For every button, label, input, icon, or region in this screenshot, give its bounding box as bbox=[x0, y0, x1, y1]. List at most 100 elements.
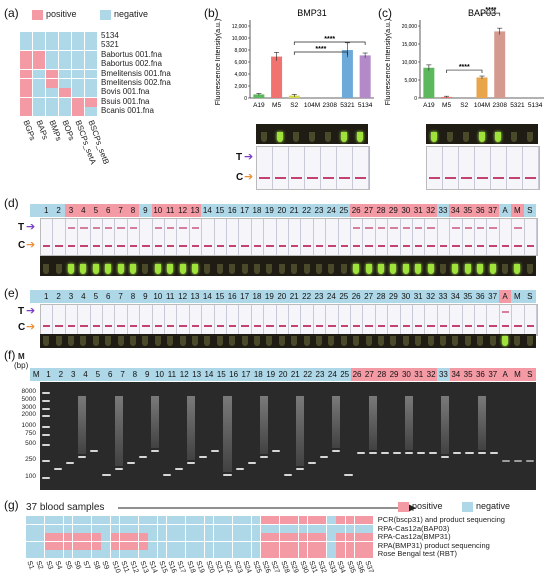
heatmap-g-cell bbox=[261, 541, 270, 550]
control-band bbox=[266, 325, 274, 327]
bap03-y-label: Fluorescence Intensity(a.u.) bbox=[385, 19, 392, 105]
heatmap-g-cell bbox=[185, 524, 195, 533]
lane-number: A bbox=[498, 368, 512, 381]
heatmap-g-row-label: Rose Bengal test (RBT) bbox=[377, 549, 457, 559]
samples-arrow-icon bbox=[118, 504, 416, 512]
gel-band bbox=[513, 460, 522, 462]
heatmap-g-cell bbox=[223, 533, 233, 542]
agarose-gel-image bbox=[40, 382, 536, 490]
legend-positive-swatch bbox=[32, 10, 43, 20]
control-band bbox=[365, 245, 373, 247]
heatmap-g-cell bbox=[138, 524, 148, 533]
control-band bbox=[390, 245, 398, 247]
heatmap-a-cell bbox=[59, 69, 72, 79]
reaction-tube bbox=[431, 132, 437, 142]
heatmap-g-cell bbox=[120, 533, 129, 542]
gel-smear bbox=[296, 396, 305, 466]
control-band bbox=[291, 325, 299, 327]
heatmap-a-cell bbox=[46, 50, 59, 60]
lane-number: 31 bbox=[412, 368, 425, 381]
heatmap-g-cell bbox=[289, 516, 298, 524]
marker-size-label: 5000 bbox=[21, 396, 36, 403]
control-band bbox=[117, 245, 125, 247]
heatmap-a-cell bbox=[72, 60, 85, 69]
lane-number: 13 bbox=[190, 368, 203, 381]
test-strip bbox=[524, 305, 537, 335]
bap03-bar bbox=[476, 77, 488, 98]
test-strip bbox=[78, 305, 91, 335]
heatmap-g-cell bbox=[289, 541, 298, 550]
test-strip bbox=[152, 305, 165, 335]
reaction-tube bbox=[293, 132, 299, 142]
control-band bbox=[339, 177, 350, 179]
heatmap-g-cell bbox=[176, 550, 186, 559]
marker-size-label: 8000 bbox=[21, 388, 36, 395]
test-strip bbox=[53, 219, 66, 255]
heatmap-g-cell bbox=[129, 550, 139, 559]
reaction-tube bbox=[353, 264, 360, 274]
reaction-tube bbox=[204, 264, 211, 274]
heatmap-a-cell bbox=[72, 32, 85, 41]
legend-negative-swatch bbox=[100, 10, 111, 20]
test-band bbox=[353, 227, 361, 229]
control-band bbox=[355, 177, 366, 179]
heatmap-g-cell bbox=[345, 516, 355, 524]
bmp31-significance-bracket bbox=[293, 51, 348, 55]
lane-number: 2 bbox=[54, 368, 67, 381]
control-band bbox=[154, 325, 162, 327]
gel-band bbox=[344, 474, 353, 476]
test-strip bbox=[443, 147, 459, 189]
reaction-tube bbox=[340, 336, 347, 346]
heatmap-g-cell bbox=[279, 516, 289, 524]
heatmap-g-cell bbox=[63, 541, 73, 550]
lane-number: 37 bbox=[486, 204, 499, 217]
control-band bbox=[489, 325, 497, 327]
heatmap-g-cell bbox=[364, 524, 374, 533]
tube-photo-e bbox=[40, 334, 536, 348]
ladder-band bbox=[42, 400, 51, 402]
heatmap-g-cell bbox=[279, 524, 289, 533]
reaction-tube bbox=[179, 264, 186, 274]
heatmap-a-row-label: Babortus 002.fna bbox=[101, 59, 162, 69]
heatmap-a-cell bbox=[72, 41, 85, 51]
lane-number: 30 bbox=[399, 204, 412, 217]
bap03-y-tick-label: 5,000 bbox=[404, 78, 417, 84]
heatmap-g-cell bbox=[355, 524, 364, 533]
reaction-tube bbox=[427, 336, 434, 346]
control-band bbox=[278, 245, 286, 247]
c-line-label-d: C bbox=[18, 240, 26, 251]
lane-number: 31 bbox=[412, 290, 425, 303]
control-band bbox=[415, 245, 423, 247]
lane-number: 21 bbox=[288, 204, 301, 217]
marker-size-label: 3000 bbox=[21, 404, 36, 411]
lane-number: 2 bbox=[52, 204, 65, 217]
control-band bbox=[278, 325, 286, 327]
heatmap-g-cell bbox=[110, 516, 120, 524]
heatmap-g-cell bbox=[120, 541, 129, 550]
test-strip bbox=[90, 219, 103, 255]
lane-number: 3 bbox=[67, 368, 80, 381]
test-band bbox=[117, 227, 125, 229]
control-band bbox=[303, 245, 311, 247]
heatmap-g-cell bbox=[242, 524, 251, 533]
test-band bbox=[464, 227, 472, 229]
control-band bbox=[377, 325, 386, 327]
heatmap-a-cell bbox=[46, 32, 59, 41]
lane-number: 33 bbox=[436, 204, 450, 217]
heatmap-a-cell bbox=[72, 97, 85, 107]
test-strip bbox=[273, 147, 289, 189]
control-band bbox=[204, 245, 212, 247]
lane-number: 13 bbox=[188, 204, 202, 217]
marker-size-label: 2000 bbox=[21, 411, 36, 418]
lane-number: 33 bbox=[436, 290, 450, 303]
gel-band bbox=[187, 462, 196, 464]
test-strip bbox=[53, 305, 66, 335]
heatmap-g-cell bbox=[91, 516, 101, 524]
reaction-tube bbox=[495, 132, 501, 142]
heatmap-g-cell bbox=[214, 533, 223, 542]
heatmap-g-cell bbox=[91, 550, 101, 559]
lane-header-d: 1 2 3 4 5 6 7 8 9 10 11 12 13 14 15 16 17 18 19 20 21 22 23 24 2… bbox=[30, 204, 536, 217]
test-strip bbox=[177, 219, 190, 255]
heatmap-g-cell bbox=[298, 516, 308, 524]
gel-band bbox=[404, 452, 414, 454]
